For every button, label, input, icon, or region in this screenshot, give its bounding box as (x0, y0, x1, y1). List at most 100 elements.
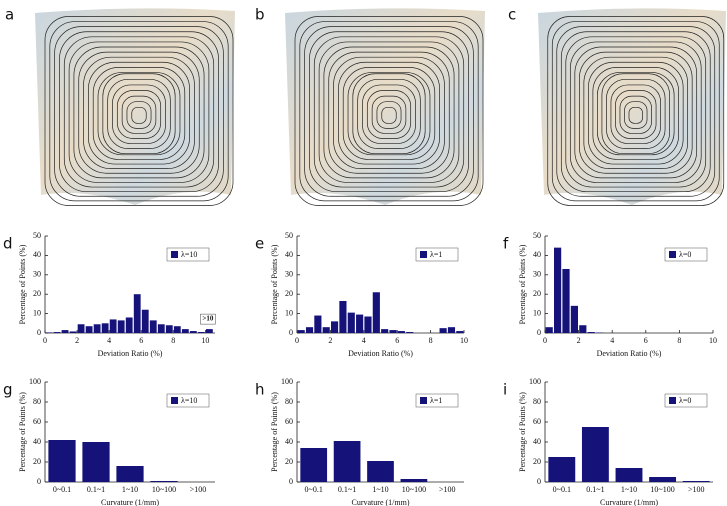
contour (131, 106, 147, 124)
surface (538, 8, 726, 205)
y-tick-label: 20 (33, 457, 41, 466)
contour (610, 84, 661, 144)
y-tick-label: 80 (33, 397, 41, 406)
bar (61, 330, 69, 333)
x-tick-label: 4 (610, 336, 614, 345)
x-tick-label: 10 (201, 336, 209, 345)
contour (102, 73, 176, 155)
bar (205, 329, 213, 333)
bar (300, 448, 328, 482)
contour (583, 56, 689, 169)
contour (97, 72, 181, 156)
bar (93, 324, 101, 333)
x-tick-label: 2 (328, 336, 332, 345)
x-axis-label: Deviation Ratio (%) (348, 349, 413, 358)
y-axis-label: Percentage of Points (%) (270, 244, 279, 324)
bar (333, 441, 361, 482)
x-tick-label: 4 (362, 336, 366, 345)
y-tick-label: 40 (285, 250, 293, 259)
surface-image (35, 8, 235, 206)
contour (556, 26, 716, 197)
contour (83, 56, 195, 169)
y-tick-label: 100 (529, 377, 541, 386)
bar (339, 300, 347, 333)
y-tick-label: 40 (285, 437, 293, 446)
bar (116, 466, 144, 482)
legend-label: λ=1 (430, 396, 442, 405)
contour (112, 84, 166, 144)
bar (101, 323, 109, 333)
contour (88, 61, 190, 165)
bar (649, 477, 677, 482)
y-tick-label: 50 (33, 231, 41, 240)
panel-label: e (255, 235, 264, 253)
bar (587, 332, 595, 333)
x-tick-label: 6 (139, 336, 143, 345)
x-tick-label: 1~10 (621, 485, 637, 494)
contour (624, 101, 648, 129)
panel-label: d (3, 235, 13, 253)
contour (366, 90, 412, 139)
bar (554, 247, 562, 333)
legend-label: λ=1 (430, 250, 442, 259)
y-tick-label: 80 (285, 397, 293, 406)
contour (49, 21, 229, 202)
y-tick-label: 0 (289, 477, 293, 486)
bar (117, 320, 125, 333)
x-tick-label: >100 (190, 485, 207, 494)
contour (597, 72, 675, 156)
y-tick-label: 40 (33, 437, 41, 446)
bar (82, 442, 110, 482)
contour (78, 51, 200, 174)
bar (548, 457, 576, 482)
contour (565, 36, 707, 188)
legend-swatch (669, 397, 676, 404)
x-tick-label: 0.1~1 (87, 485, 105, 494)
bar (570, 305, 578, 333)
bar (69, 331, 77, 333)
y-tick-label: 40 (533, 250, 541, 259)
annotation: >10 (202, 315, 213, 323)
x-tick-label: 10 (460, 336, 468, 345)
contour (628, 106, 643, 124)
contour (63, 36, 215, 188)
bar (314, 315, 322, 333)
y-tick-label: 10 (33, 308, 41, 317)
bar (389, 330, 397, 333)
y-tick-label: 50 (285, 231, 293, 240)
x-tick-label: 0 (543, 336, 547, 345)
contour (381, 106, 397, 124)
contour (59, 31, 219, 193)
bar (447, 327, 456, 333)
y-axis-label: Percentage of Points (%) (270, 392, 279, 472)
y-tick-label: 0 (37, 477, 41, 486)
bar (53, 332, 61, 333)
contour (615, 90, 657, 139)
x-tick-label: 0~0.1 (305, 485, 323, 494)
x-tick-label: 6 (395, 336, 399, 345)
contour (376, 101, 402, 129)
contour (68, 41, 210, 183)
y-tick-label: 0 (37, 328, 41, 337)
bar (331, 321, 339, 333)
contour (299, 21, 479, 202)
contour (347, 72, 431, 156)
contour (547, 16, 725, 206)
y-tick-label: 100 (29, 377, 41, 386)
bar (456, 331, 464, 333)
y-tick-label: 100 (281, 377, 293, 386)
bar (150, 481, 178, 482)
x-tick-label: 6 (644, 336, 648, 345)
contour (569, 41, 702, 183)
contour (588, 61, 684, 165)
bar (397, 331, 405, 333)
x-axis-label: Curvature (1/mm) (600, 498, 658, 506)
x-tick-label: 10~100 (152, 485, 176, 494)
x-tick-label: 10 (709, 336, 717, 345)
y-tick-label: 10 (285, 308, 293, 317)
bar (400, 479, 428, 482)
bar (181, 329, 189, 333)
contour (560, 31, 711, 193)
x-tick-label: 1~10 (372, 485, 388, 494)
